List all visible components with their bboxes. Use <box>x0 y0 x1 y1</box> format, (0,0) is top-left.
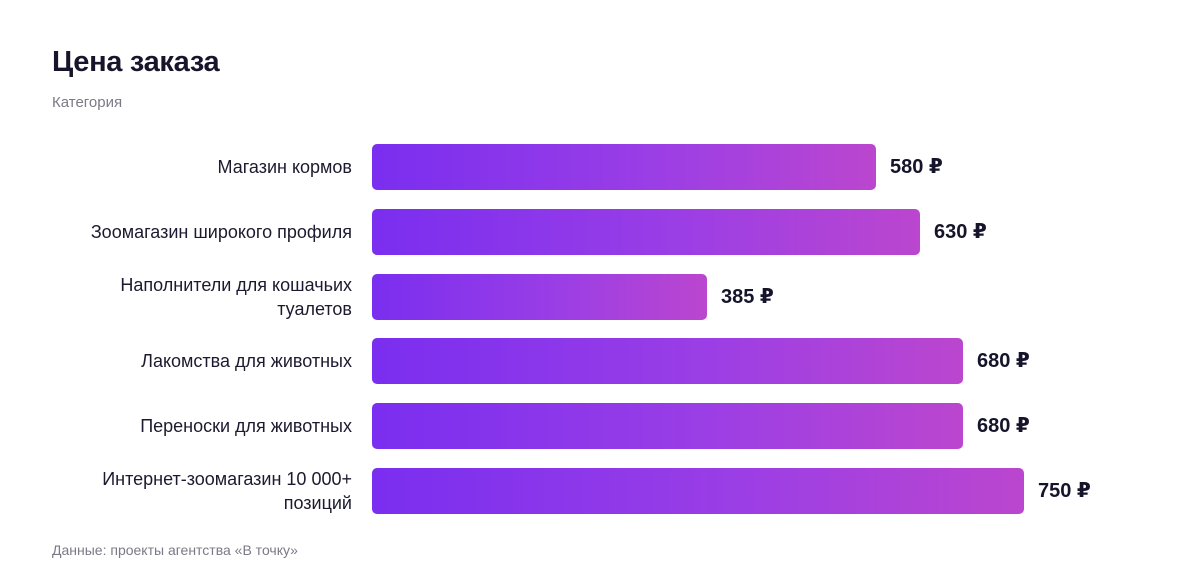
value-label: 750 ₽ <box>1038 480 1091 502</box>
category-label: Лакомства для животных <box>141 351 352 372</box>
bar-row: Магазин кормов 580 ₽ <box>0 144 1200 190</box>
bar-row: Наполнители для кошачьих туалетов 385 ₽ <box>0 273 1200 320</box>
chart-title: Цена заказа <box>52 46 220 78</box>
bar-row: Интернет-зоомагазин 10 000+ позиций 750 ₽ <box>0 468 1200 514</box>
category-label: Переноски для животных <box>140 416 352 437</box>
chart-source: Данные: проекты агентства «В точку» <box>52 542 298 558</box>
bar <box>372 403 963 450</box>
bar-row: Лакомства для животных 680 ₽ <box>0 338 1200 385</box>
category-label: Наполнители для кошачьих туалетов <box>120 274 352 319</box>
bar <box>372 468 1024 514</box>
value-label: 580 ₽ <box>890 156 943 178</box>
category-label: Зоомагазин широкого профиля <box>90 221 352 242</box>
bar-row: Переноски для животных 680 ₽ <box>0 403 1200 450</box>
value-label: 630 ₽ <box>934 220 987 243</box>
chart-subtitle: Категория <box>52 94 123 111</box>
bar <box>372 273 707 320</box>
value-label: 385 ₽ <box>721 285 774 308</box>
value-label: 680 ₽ <box>977 350 1030 373</box>
category-label: Магазин кормов <box>217 157 352 177</box>
bar-row: Зоомагазин широкого профиля 630 ₽ <box>0 208 1200 255</box>
bar <box>372 208 920 255</box>
bar <box>372 144 876 190</box>
value-label: 680 ₽ <box>977 415 1030 438</box>
bar <box>372 338 963 385</box>
category-label: Интернет-зоомагазин 10 000+ позиций <box>102 469 352 513</box>
